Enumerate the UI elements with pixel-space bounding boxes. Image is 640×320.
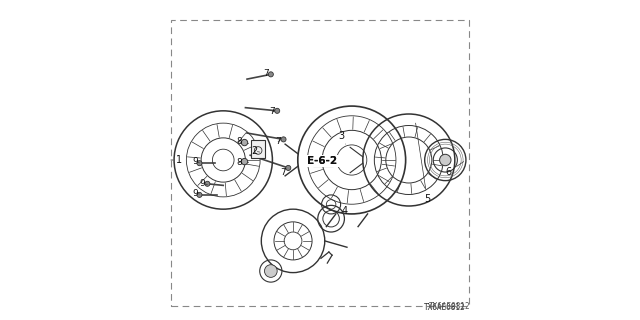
Text: 6: 6 bbox=[445, 162, 463, 177]
Text: 8: 8 bbox=[236, 137, 242, 146]
Text: 2: 2 bbox=[252, 146, 260, 156]
Text: 5: 5 bbox=[415, 123, 430, 204]
Circle shape bbox=[197, 161, 202, 166]
Text: 8: 8 bbox=[236, 158, 242, 167]
Text: 7: 7 bbox=[269, 107, 275, 116]
Text: 9: 9 bbox=[193, 157, 200, 166]
Text: 4: 4 bbox=[342, 206, 348, 216]
Text: 9: 9 bbox=[199, 179, 207, 188]
Text: E-6-2: E-6-2 bbox=[307, 156, 338, 166]
Text: 1: 1 bbox=[171, 155, 182, 165]
Circle shape bbox=[268, 72, 273, 77]
Circle shape bbox=[241, 140, 248, 146]
Circle shape bbox=[264, 265, 277, 277]
Bar bbox=[313, 157, 333, 166]
Circle shape bbox=[285, 165, 291, 171]
Text: 7: 7 bbox=[281, 168, 286, 177]
Circle shape bbox=[197, 192, 202, 197]
Circle shape bbox=[281, 137, 286, 142]
Text: 7: 7 bbox=[275, 137, 281, 146]
Text: TX6AE0812: TX6AE0812 bbox=[424, 303, 466, 312]
Circle shape bbox=[275, 108, 280, 113]
Text: E-6-2: E-6-2 bbox=[307, 156, 338, 166]
Text: 9: 9 bbox=[193, 189, 200, 198]
Text: 7: 7 bbox=[263, 69, 269, 78]
Bar bbox=[251, 140, 265, 158]
Circle shape bbox=[440, 154, 451, 166]
Text: TX6AE0812: TX6AE0812 bbox=[429, 302, 470, 311]
Circle shape bbox=[241, 158, 248, 165]
Text: 3: 3 bbox=[339, 131, 346, 144]
Circle shape bbox=[205, 181, 210, 186]
